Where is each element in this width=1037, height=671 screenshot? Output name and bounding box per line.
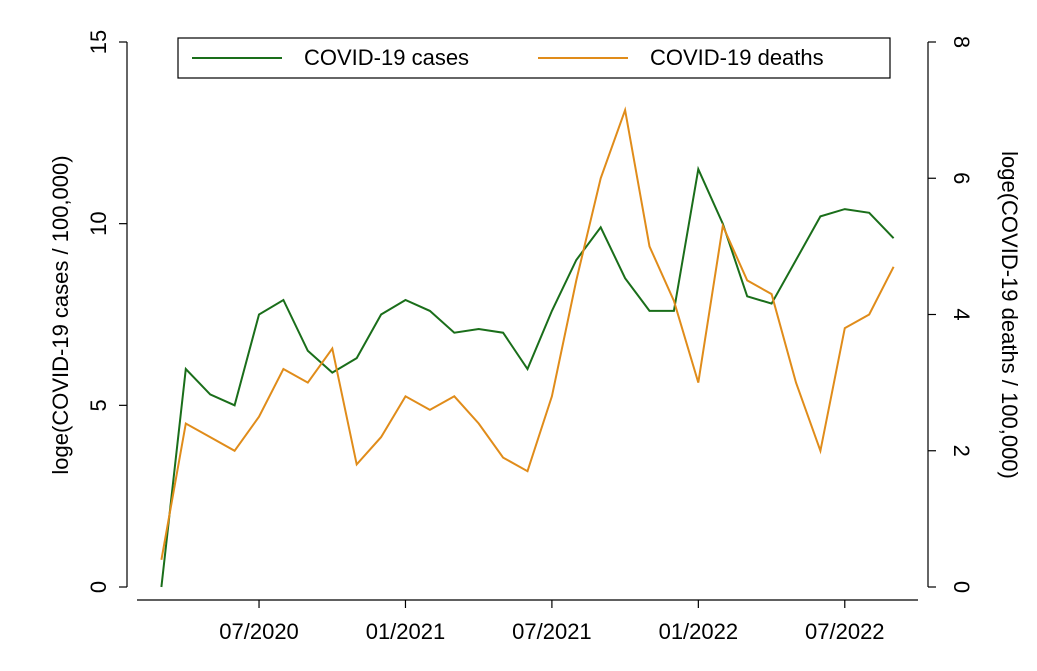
y2-axis-label: loge(COVID-19 deaths / 100,000) [997,151,1022,479]
legend-label: COVID-19 deaths [650,45,824,70]
y-tick-label: 5 [86,399,111,411]
y2-tick-label: 0 [949,581,974,593]
series-line [160,165,895,588]
x-tick-label: 07/2021 [512,619,592,644]
x-tick-label: 07/2022 [805,619,885,644]
y2-tick-label: 6 [949,172,974,184]
y2-tick-label: 4 [949,308,974,320]
y2-tick-label: 2 [949,445,974,457]
y2-tick-label: 8 [949,36,974,48]
y-tick-label: 0 [86,581,111,593]
x-tick-label: 01/2022 [659,619,739,644]
x-tick-label: 07/2020 [219,619,299,644]
y-axis-label: loge(COVID-19 cases / 100,000) [48,155,73,474]
series-line [160,106,895,560]
y-tick-label: 10 [86,211,111,235]
x-tick-label: 01/2021 [366,619,446,644]
y-tick-label: 15 [86,30,111,54]
legend-label: COVID-19 cases [304,45,469,70]
legend-box [177,37,891,79]
